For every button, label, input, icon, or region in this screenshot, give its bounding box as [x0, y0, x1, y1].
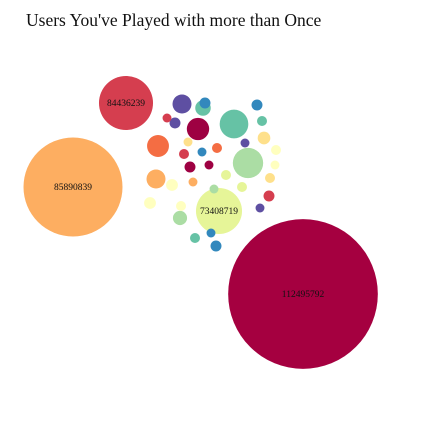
- bubble[interactable]: [210, 240, 222, 252]
- bubble[interactable]: [98, 75, 154, 131]
- bubble[interactable]: [263, 190, 275, 202]
- bubble[interactable]: [251, 99, 263, 111]
- bubble[interactable]: [186, 117, 210, 141]
- bubble[interactable]: [183, 137, 193, 147]
- bubble[interactable]: [271, 145, 281, 155]
- bubble-label: 112495792: [282, 290, 325, 300]
- bubble[interactable]: [190, 233, 200, 243]
- bubble[interactable]: [146, 169, 166, 189]
- bubble[interactable]: [172, 94, 192, 114]
- bubble[interactable]: [188, 177, 198, 187]
- bubble[interactable]: [184, 161, 196, 173]
- bubble[interactable]: [179, 149, 189, 159]
- bubble[interactable]: [228, 219, 378, 369]
- bubble[interactable]: [232, 147, 264, 179]
- bubble[interactable]: [144, 197, 156, 209]
- bubble[interactable]: [237, 182, 247, 192]
- bubble-label: 84436239: [107, 99, 145, 109]
- chart-title: Users You've Played with more than Once: [26, 10, 322, 30]
- bubble[interactable]: [197, 147, 207, 157]
- bubble[interactable]: [240, 138, 250, 148]
- bubble-label: 85890839: [54, 183, 92, 193]
- bubble-label: 73408719: [200, 207, 238, 217]
- bubble[interactable]: [172, 210, 188, 226]
- bubble[interactable]: [147, 135, 169, 157]
- bubble[interactable]: [265, 173, 275, 183]
- bubble[interactable]: [219, 109, 249, 139]
- bubble[interactable]: [162, 113, 172, 123]
- bubble[interactable]: [257, 131, 271, 145]
- bubble[interactable]: [195, 187, 243, 235]
- bubble[interactable]: [169, 117, 181, 129]
- bubble[interactable]: [206, 228, 216, 238]
- bubble[interactable]: [209, 184, 219, 194]
- bubble[interactable]: [212, 143, 222, 153]
- bubble[interactable]: [23, 137, 123, 237]
- bubble[interactable]: [199, 97, 211, 109]
- bubble-layer: 112495792 85890839 84436239 73408719: [23, 75, 378, 369]
- bubble[interactable]: [166, 179, 178, 191]
- bubble[interactable]: [221, 170, 231, 180]
- bubble[interactable]: [204, 160, 214, 170]
- bubble[interactable]: [257, 116, 267, 126]
- bubble[interactable]: [255, 203, 265, 213]
- bubble[interactable]: [270, 160, 280, 170]
- bubble[interactable]: [176, 201, 186, 211]
